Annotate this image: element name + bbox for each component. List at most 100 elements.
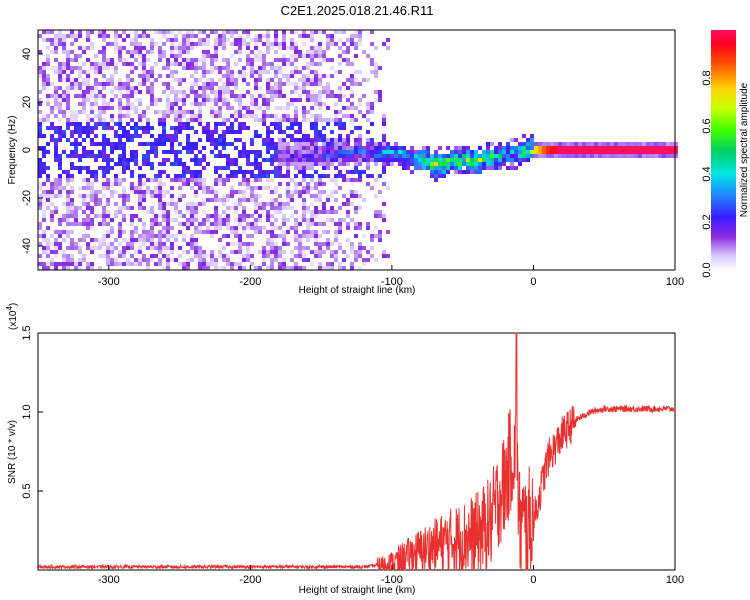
- heatmap-cell: [150, 74, 154, 78]
- heatmap-cell: [90, 130, 94, 134]
- heatmap-cell: [650, 154, 654, 158]
- heatmap-cell: [86, 150, 90, 154]
- heatmap-cell: [622, 154, 626, 158]
- heatmap-cell: [38, 102, 42, 106]
- heatmap-cell: [42, 218, 46, 222]
- heatmap-cell: [162, 206, 166, 210]
- heatmap-cell: [658, 146, 662, 150]
- heatmap-cell: [290, 126, 294, 130]
- heatmap-cell: [338, 146, 342, 150]
- heatmap-cell: [346, 162, 350, 166]
- heatmap-cell: [214, 226, 218, 230]
- heatmap-cell: [310, 218, 314, 222]
- heatmap-cell: [134, 150, 138, 154]
- heatmap-cell: [82, 90, 86, 94]
- heatmap-cell: [154, 222, 158, 226]
- heatmap-cell: [226, 194, 230, 198]
- heatmap-cell: [82, 94, 86, 98]
- heatmap-cell: [42, 114, 46, 118]
- heatmap-cell: [198, 158, 202, 162]
- heatmap-cell: [438, 158, 442, 162]
- heatmap-cell: [170, 194, 174, 198]
- heatmap-cell: [182, 238, 186, 242]
- heatmap-cell: [286, 226, 290, 230]
- heatmap-cell: [342, 218, 346, 222]
- heatmap-cell: [242, 206, 246, 210]
- heatmap-cell: [494, 150, 498, 154]
- heatmap-cell: [342, 250, 346, 254]
- heatmap-cell: [254, 178, 258, 182]
- heatmap-cell: [122, 238, 126, 242]
- heatmap-cell: [246, 250, 250, 254]
- heatmap-cell: [38, 242, 42, 246]
- heatmap-cell: [262, 54, 266, 58]
- heatmap-cell: [190, 74, 194, 78]
- heatmap-cell: [574, 142, 578, 146]
- heatmap-cell: [142, 154, 146, 158]
- heatmap-cell: [314, 102, 318, 106]
- heatmap-cell: [334, 254, 338, 258]
- heatmap-cell: [354, 70, 358, 74]
- heatmap-cell: [118, 222, 122, 226]
- heatmap-cell: [186, 138, 190, 142]
- heatmap-cell: [306, 246, 310, 250]
- heatmap-cell: [242, 214, 246, 218]
- heatmap-cell: [70, 206, 74, 210]
- heatmap-cell: [110, 146, 114, 150]
- heatmap-cell: [154, 242, 158, 246]
- heatmap-cell: [358, 174, 362, 178]
- heatmap-cell: [202, 266, 206, 270]
- heatmap-cell: [334, 94, 338, 98]
- heatmap-cell: [134, 162, 138, 166]
- heatmap-cell: [306, 234, 310, 238]
- heatmap-cell: [314, 46, 318, 50]
- heatmap-cell: [362, 246, 366, 250]
- heatmap-cell: [290, 226, 294, 230]
- heatmap-cell: [174, 118, 178, 122]
- heatmap-cell: [342, 30, 346, 34]
- heatmap-cell: [58, 218, 62, 222]
- heatmap-cell: [102, 170, 106, 174]
- heatmap-cell: [230, 90, 234, 94]
- heatmap-cell: [394, 154, 398, 158]
- heatmap-cell: [142, 234, 146, 238]
- heatmap-cell: [274, 250, 278, 254]
- heatmap-cell: [186, 58, 190, 62]
- heatmap-cell: [318, 134, 322, 138]
- heatmap-cell: [130, 234, 134, 238]
- heatmap-cell: [78, 186, 82, 190]
- heatmap-cell: [210, 78, 214, 82]
- heatmap-cell: [98, 166, 102, 170]
- heatmap-cell: [162, 126, 166, 130]
- heatmap-cell: [178, 114, 182, 118]
- heatmap-cell: [298, 266, 302, 270]
- heatmap-cell: [66, 138, 70, 142]
- heatmap-cell: [370, 30, 374, 34]
- heatmap-cell: [566, 154, 570, 158]
- heatmap-cell: [286, 198, 290, 202]
- heatmap-cell: [654, 150, 658, 154]
- heatmap-cell: [354, 250, 358, 254]
- heatmap-cell: [166, 150, 170, 154]
- heatmap-cell: [114, 214, 118, 218]
- y-tick-label: 0.5: [21, 483, 33, 498]
- heatmap-cell: [50, 30, 54, 34]
- heatmap-cell: [418, 154, 422, 158]
- heatmap-cell: [630, 146, 634, 150]
- heatmap-cell: [310, 178, 314, 182]
- heatmap-cell: [130, 118, 134, 122]
- heatmap-cell: [302, 158, 306, 162]
- heatmap-cell: [106, 122, 110, 126]
- heatmap-cell: [266, 210, 270, 214]
- heatmap-cell: [102, 158, 106, 162]
- heatmap-cell: [314, 114, 318, 118]
- heatmap-cell: [142, 130, 146, 134]
- heatmap-cell: [206, 34, 210, 38]
- heatmap-cell: [126, 238, 130, 242]
- heatmap-cell: [210, 58, 214, 62]
- heatmap-cell: [154, 246, 158, 250]
- heatmap-cell: [54, 102, 58, 106]
- heatmap-cell: [166, 94, 170, 98]
- heatmap-cell: [110, 106, 114, 110]
- heatmap-cell: [86, 134, 90, 138]
